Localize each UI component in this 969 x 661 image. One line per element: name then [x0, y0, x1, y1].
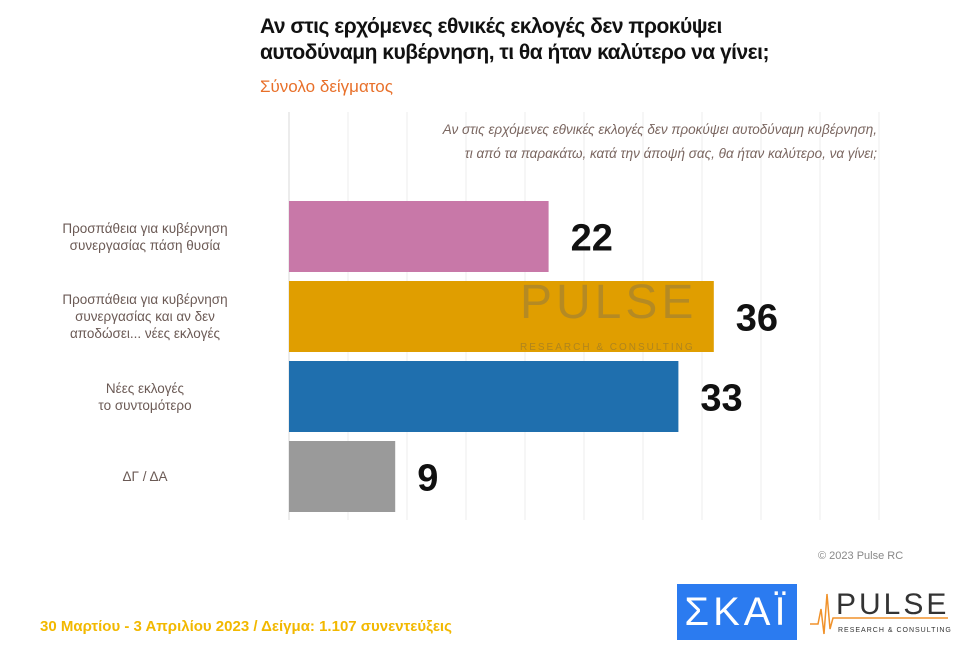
pulse-logo-text: PULSE — [836, 588, 949, 621]
copyright: © 2023 Pulse RC — [818, 550, 904, 562]
bars: 22 36 33 9 — [289, 201, 778, 512]
watermark-logo: PULSE RESEARCH & CONSULTING — [520, 276, 697, 353]
question-line-1: Αν στις ερχόμενες εθνικές εκλογές δεν πρ… — [442, 122, 877, 137]
chart-subtitle: Σύνολο δείγματος — [260, 77, 393, 96]
title-line-1: Αν στις ερχόμενες εθνικές εκλογές δεν πρ… — [260, 15, 722, 38]
category-label: Νέες εκλογές το συντομότερο — [98, 380, 192, 413]
pulse-logo: PULSE RESEARCH & CONSULTING — [810, 588, 952, 635]
question-text: Αν στις ερχόμενες εθνικές εκλογές δεν πρ… — [277, 118, 877, 166]
data-label: 22 — [571, 218, 613, 260]
title-line-2: αυτοδύναμη κυβέρνηση, τι θα ήταν καλύτερ… — [260, 41, 769, 64]
skai-logo: ΣΚΑΪ — [677, 584, 797, 640]
bar — [289, 281, 714, 352]
data-label: 9 — [417, 458, 438, 500]
watermark-tagline: RESEARCH & CONSULTING — [520, 342, 695, 353]
watermark-brand: PULSE — [520, 276, 697, 329]
pulse-logo-tagline: RESEARCH & CONSULTING — [838, 627, 952, 634]
chart-title: Αν στις ερχόμενες εθνικές εκλογές δεν πρ… — [260, 14, 769, 66]
data-label: 36 — [736, 298, 778, 340]
bar — [289, 441, 396, 512]
category-label: Προσπάθεια για κυβέρνηση συνεργασίας πάση… — [62, 220, 228, 253]
data-label: 33 — [700, 378, 742, 420]
bar — [289, 201, 549, 272]
fieldwork-dates-sample: 30 Μαρτίου - 3 Απριλίου 2023 / Δείγμα: 1… — [40, 618, 452, 635]
category-label: ΔΓ / ΔΑ — [122, 469, 168, 484]
question-line-2: τι από τα παρακάτω, κατά την άποψή σας, … — [464, 146, 877, 161]
bar — [289, 361, 679, 432]
category-label: Προσπάθεια για κυβέρνηση συνεργασίας και … — [62, 292, 228, 341]
